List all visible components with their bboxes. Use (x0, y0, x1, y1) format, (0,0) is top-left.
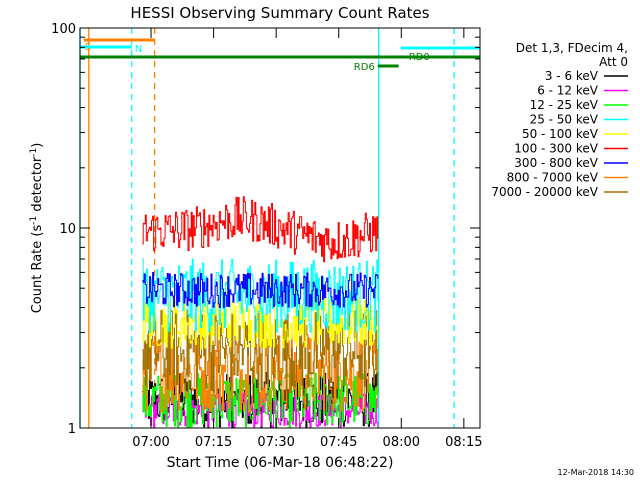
legend-label: 6 - 12 keV (537, 84, 599, 98)
y-tick-label: 10 (59, 222, 76, 237)
data-series (142, 196, 379, 429)
chart-title: HESSI Observing Summary Count Rates (130, 4, 429, 22)
annotation-bars: SNRD0RD6 (80, 38, 480, 73)
x-axis-ticks: 07:00 07:15 07:30 07:45 08:00 08:15 (132, 28, 483, 450)
x-tick-label: 07:00 (132, 435, 169, 450)
x-tick-label: 07:15 (195, 435, 232, 450)
footer-timestamp: 12-Mar-2018 14:30 (558, 468, 635, 477)
legend-label: 7000 - 20000 keV (491, 185, 598, 199)
legend-label: 300 - 800 keV (514, 156, 598, 170)
x-tick-label: 07:45 (320, 435, 357, 450)
y-tick-label: 1 (68, 422, 76, 437)
legend-label: 12 - 25 keV (530, 98, 599, 112)
legend-label: 3 - 6 keV (545, 69, 599, 83)
x-tick-label: 07:30 (257, 435, 294, 450)
legend-label: 100 - 300 keV (514, 142, 598, 156)
series-line (142, 272, 379, 308)
annotation-label: RD6 (354, 62, 375, 73)
x-tick-label: 08:00 (383, 435, 420, 450)
legend-label: 800 - 7000 keV (507, 171, 599, 185)
y-axis-ticks: 1 10 100 (51, 22, 480, 437)
legend-label: 25 - 50 keV (530, 113, 599, 127)
legend-label: 50 - 100 keV (522, 127, 599, 141)
y-axis-label: Count Rate (s-1 detector-1) (29, 143, 45, 314)
x-axis-label: Start Time (06-Mar-18 06:48:22) (167, 455, 394, 471)
y-tick-label: 100 (51, 22, 76, 37)
x-tick-label: 08:15 (445, 435, 482, 450)
legend-header-line-2: Att 0 (599, 55, 628, 69)
series-line (142, 297, 379, 349)
series-line (142, 196, 379, 263)
annotation-label: N (135, 44, 142, 55)
legend-header-line-1: Det 1,3, FDecim 4, (516, 41, 628, 55)
